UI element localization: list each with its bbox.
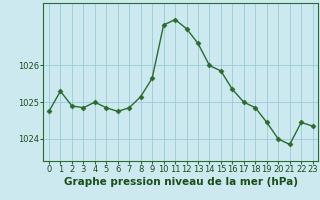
X-axis label: Graphe pression niveau de la mer (hPa): Graphe pression niveau de la mer (hPa): [64, 177, 298, 187]
